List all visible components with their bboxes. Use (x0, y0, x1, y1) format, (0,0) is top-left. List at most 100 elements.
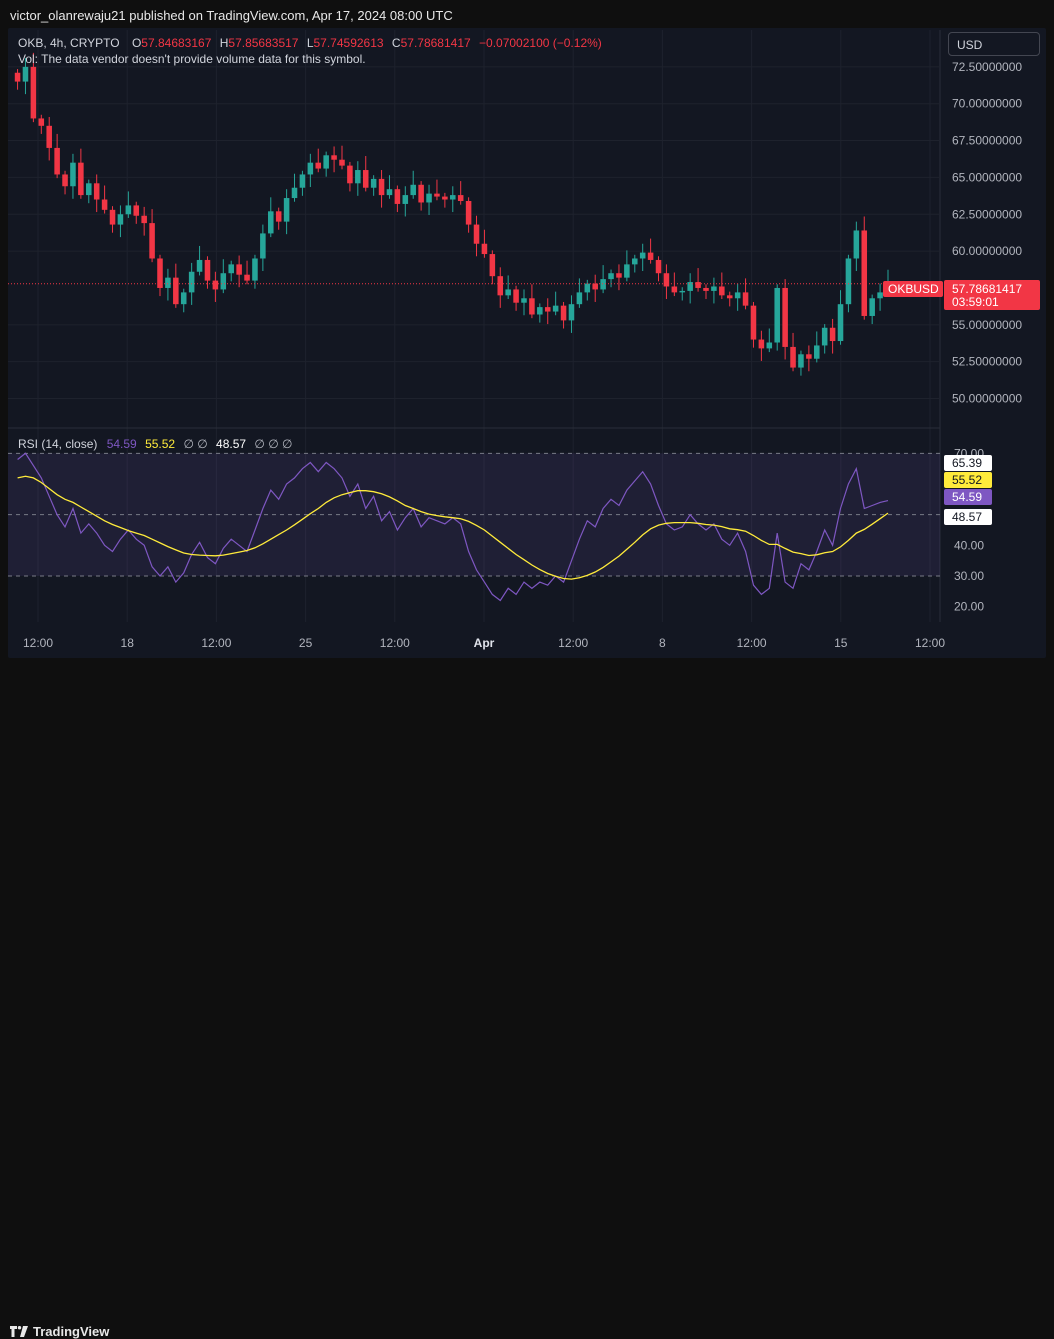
candle-body (283, 198, 290, 222)
candle-body (180, 292, 187, 305)
candle-body (252, 258, 258, 281)
candle-body (30, 66, 37, 119)
candle-body (299, 174, 306, 188)
rsi-tick-label: 20.00 (954, 600, 984, 614)
currency-button[interactable]: USD (948, 32, 1040, 56)
chart-svg[interactable]: 72.50000000 70.00000000 67.50000000 65.0000… (0, 0, 1054, 691)
candle-body (109, 209, 116, 225)
candle-body (798, 354, 804, 368)
candle-body (616, 273, 622, 278)
candle-body (149, 223, 155, 259)
time-tick-label: 15 (834, 636, 848, 650)
candle-body (141, 215, 147, 224)
svg-text:54.59: 54.59 (952, 490, 982, 504)
candle-body (552, 305, 559, 312)
candle-body (93, 183, 100, 200)
rsi-tag-b (944, 472, 992, 488)
candle-body (750, 305, 757, 340)
candle-body (845, 258, 852, 305)
candle-body (165, 277, 171, 288)
candle-body (347, 165, 353, 184)
volume-note: Vol: The data vendor doesn't provide vol… (18, 52, 366, 66)
candle-body (378, 178, 385, 196)
candle-body (624, 264, 630, 278)
candle-body (196, 259, 203, 272)
tradingview-brand: TradingView (33, 1324, 110, 1339)
candle-body (38, 118, 45, 126)
candle-body (655, 259, 662, 274)
candle-body (829, 327, 836, 342)
time-tick-label: Apr (474, 636, 495, 650)
candle-body (647, 252, 654, 260)
price-tick-label: 72.50000000 (952, 60, 1022, 74)
legend-symbol-text: OKB, 4h, CRYPTO (18, 36, 120, 50)
candle-body (869, 298, 875, 316)
time-tick-label: 12:00 (915, 636, 945, 650)
rsi-legend-ma: 55.52 (145, 437, 175, 451)
candle-body (529, 298, 535, 315)
candle-body (402, 195, 409, 204)
candle-body (505, 289, 511, 296)
candle-body (450, 195, 456, 200)
candle-body (695, 282, 701, 288)
rsi-tag-d (944, 509, 992, 525)
candle-body (687, 282, 693, 291)
price-tick-label: 62.50000000 (952, 207, 1022, 221)
publisher-text: victor_olanrewaju21 published on Trading… (10, 8, 453, 23)
rsi-tick-label: 40.00 (954, 538, 984, 552)
candle-body (101, 199, 108, 210)
price-tick-label: 70.00000000 (952, 97, 1022, 111)
candle-body (742, 292, 749, 306)
candle-body (173, 277, 179, 305)
candle-body (117, 214, 124, 225)
candle-body (22, 66, 29, 82)
svg-text:65.39: 65.39 (952, 456, 982, 470)
time-tick-label: 25 (299, 636, 313, 650)
candle-body (576, 292, 583, 305)
candle-body (355, 170, 361, 184)
candle-body (133, 205, 140, 216)
svg-text:48.57: 48.57 (952, 510, 982, 524)
time-axis: 12:00 18 12:00 25 12:00 Apr 12:00 8 12:00 15 12:00 (23, 636, 945, 650)
candle-body (632, 258, 638, 265)
price-axis: 72.50000000 70.00000000 67.50000000 65.0000… (952, 60, 1022, 406)
candle-body (639, 252, 646, 259)
time-tick-label: 12:00 (380, 636, 410, 650)
rsi-tag-a (944, 455, 992, 471)
candle-body (497, 276, 504, 296)
candle-body (260, 233, 266, 259)
price-tick-label: 60.00000000 (952, 244, 1022, 258)
candle-body (188, 271, 195, 293)
candle-body (679, 290, 686, 293)
candle-body (584, 283, 591, 293)
time-tick-label: 12:00 (23, 636, 53, 650)
candle-body (418, 184, 424, 203)
candle-body (663, 273, 670, 287)
candle-body (790, 346, 796, 368)
candle-body (236, 264, 242, 275)
candle-body (54, 147, 60, 175)
rsi-legend-upper: 48.57 (216, 437, 246, 451)
price-tick-label: 67.50000000 (952, 134, 1022, 148)
candle-body (228, 264, 234, 274)
candle-body (766, 342, 773, 349)
time-tick-label: 12:00 (737, 636, 767, 650)
candle-body (489, 254, 496, 277)
candle-body (323, 155, 329, 169)
price-tick-label: 50.00000000 (952, 392, 1022, 406)
time-tick-label: 12:00 (201, 636, 231, 650)
countdown-value: 03:59:01 (952, 295, 999, 309)
tradingview-logo-icon (10, 1326, 28, 1337)
candle-body (362, 170, 369, 188)
candle-body (537, 307, 543, 315)
candle-body (78, 162, 84, 196)
tradingview-logo[interactable]: TradingView (10, 1324, 109, 1339)
rsi-legend: RSI (14, close) 54.59 55.52 ∅ ∅ 48.57 ∅ … (18, 437, 292, 451)
candle-body (814, 345, 820, 359)
symbol-tag-text: OKBUSD (888, 282, 939, 296)
candle-body (861, 230, 868, 316)
chart-area[interactable] (8, 28, 1046, 658)
candle-body (465, 200, 472, 225)
candle-body (608, 273, 614, 280)
candle-body (291, 187, 298, 199)
